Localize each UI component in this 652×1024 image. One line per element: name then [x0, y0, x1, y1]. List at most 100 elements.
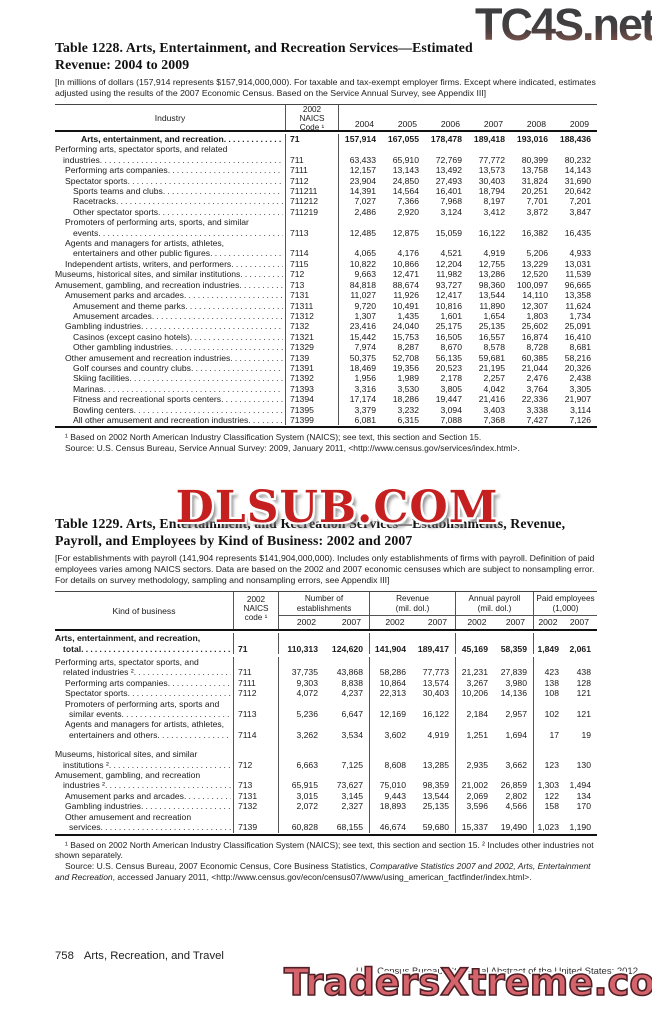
dot-leader	[171, 342, 283, 352]
value-cell	[279, 633, 324, 643]
value-cell: 8,578	[483, 342, 505, 353]
value-cell: 13,285	[422, 759, 449, 770]
value-cell: 3,379	[354, 404, 376, 415]
column-header-year: 2004	[354, 119, 374, 129]
value-cell	[511, 144, 554, 154]
column-header-year: 2007	[505, 617, 525, 628]
row-label: Casinos (except casino hotels)	[55, 332, 285, 342]
value-cell: 10,816	[435, 300, 462, 311]
dot-leader	[168, 165, 283, 175]
value-cell: 16,505	[435, 331, 462, 342]
value-cell	[369, 657, 412, 668]
value-cell: 9,663	[354, 269, 376, 280]
table-1229-title-line1: Table 1229. Arts, Entertainment, and Rec…	[55, 516, 566, 531]
table-row: Performing arts, spectator sports, and r…	[55, 144, 597, 155]
value-cell	[369, 698, 412, 710]
naics-code-cell: 7131	[233, 790, 279, 802]
table-1228-title-line2: Revenue: 2004 to 2009	[55, 56, 190, 72]
column-header-industry: Industry	[154, 112, 186, 123]
value-cell	[382, 238, 425, 248]
value-cell: 20,251	[521, 186, 548, 197]
naics-code-cell: 71391	[285, 362, 339, 374]
value-cell	[554, 144, 597, 154]
value-cell: 13,143	[392, 165, 419, 176]
table-row: similar events7113 5,236 6,647 12,169 16,122…	[55, 709, 597, 720]
value-cell	[533, 633, 565, 644]
dot-leader	[158, 207, 283, 217]
value-cell: 58,286	[369, 667, 412, 678]
dot-leader	[231, 259, 283, 269]
value-cell	[412, 770, 455, 780]
row-label: Fitness and recreational sports centers	[55, 394, 285, 404]
value-cell: 100,097	[516, 279, 548, 290]
naics-code-cell: 7132	[285, 321, 339, 332]
value-cell	[565, 699, 597, 709]
naics-code-cell	[233, 749, 279, 760]
value-cell	[324, 749, 369, 759]
naics-code-cell	[285, 238, 339, 249]
column-group-annual-payroll: Annual payroll (mil. dol.) 2002 2007	[455, 592, 533, 630]
value-cell: 4,072	[296, 688, 318, 699]
value-cell: 13,544	[478, 290, 505, 301]
naics-code-cell: 711	[285, 154, 339, 166]
value-cell: 1,989	[397, 373, 419, 384]
value-cell: 4,933	[569, 248, 591, 259]
value-cell: 8,838	[341, 677, 363, 688]
value-cell: 7,368	[483, 414, 505, 425]
row-label: services	[55, 822, 233, 832]
table-row: Other gambling industries71329 7,974 8,287…	[55, 342, 597, 353]
value-cell	[279, 657, 324, 667]
naics-code-cell: 7114	[285, 248, 339, 259]
table-row: Spectator sports7112 23,904 24,850 27,493 30…	[55, 175, 597, 187]
value-cell: 141,904	[369, 643, 412, 654]
row-label: industries ²	[55, 780, 233, 790]
table-1229-footnotes: ¹ Based on 2002 North American Industry …	[55, 840, 597, 883]
value-cell: 10,866	[392, 258, 419, 269]
value-cell	[425, 238, 468, 248]
row-label: Racetracks	[55, 196, 285, 206]
value-cell: 14,110	[522, 290, 548, 301]
table-row: Independent artists, writers, and perfor…	[55, 258, 597, 270]
table-row: Gambling industries7132 2,072 2,327 18,893 2…	[55, 801, 597, 812]
table-1229-section: Table 1229. Arts, Entertainment, and Rec…	[55, 516, 597, 883]
dot-leader	[191, 363, 283, 373]
value-cell: 3,662	[505, 759, 527, 770]
table-row: Performing arts, spectator sports, and	[55, 657, 597, 668]
value-cell: 18,794	[478, 186, 505, 197]
dot-leader	[210, 248, 283, 258]
value-cell: 6,081	[354, 414, 376, 425]
value-cell	[455, 811, 494, 823]
column-header-year: 2007	[341, 617, 361, 628]
naics-code-cell: 71395	[285, 404, 339, 415]
row-label: Skiing facilities	[55, 373, 285, 383]
value-cell: 16,557	[478, 331, 505, 342]
value-cell: 1,435	[397, 310, 419, 321]
value-cell	[369, 770, 412, 781]
value-cell	[565, 719, 597, 729]
value-cell	[494, 749, 533, 759]
value-cell: 157,914	[344, 134, 376, 144]
value-cell: 1,956	[354, 373, 376, 384]
value-cell	[382, 144, 425, 154]
value-cell: 24,850	[392, 175, 419, 186]
value-cell: 58,359	[500, 643, 527, 654]
value-cell: 27,839	[500, 667, 527, 678]
table-1228-section: Table 1228. Arts, Entertainment, and Rec…	[55, 40, 597, 454]
value-cell	[412, 749, 455, 759]
table-row: Performing arts companies7111 9,303 8,838 1…	[55, 677, 597, 689]
dot-leader	[163, 186, 283, 196]
value-cell: 19,447	[435, 394, 462, 405]
column-header-year: 2008	[526, 119, 546, 129]
value-cell	[533, 719, 565, 730]
column-group-establishments: Number of establishments 2002 2007	[279, 592, 369, 629]
value-cell: 2,935	[455, 759, 494, 771]
value-cell: 15,337	[455, 822, 494, 833]
value-cell: 23,416	[349, 321, 376, 332]
naics-code-cell: 711212	[285, 196, 339, 207]
value-cell	[369, 719, 412, 730]
column-header-year: 2007	[427, 617, 447, 628]
dot-leader	[230, 353, 283, 363]
value-cell: 1,803	[526, 310, 548, 321]
value-cell: 14,136	[500, 688, 527, 699]
value-cell: 11,982	[436, 269, 462, 280]
